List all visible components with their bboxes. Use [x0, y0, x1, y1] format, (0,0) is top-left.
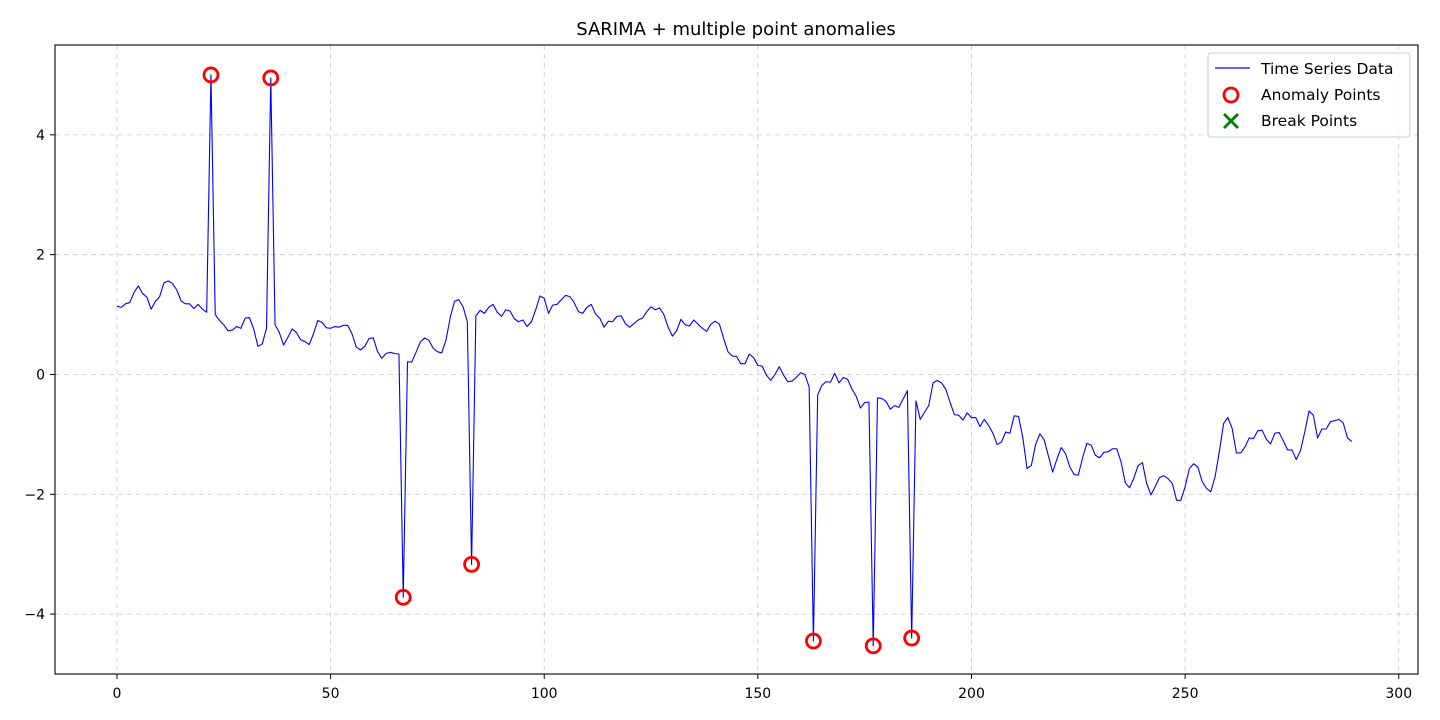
anomaly-points-layer: [202, 66, 921, 655]
anomaly-point: [903, 629, 921, 647]
x-tick-label: 300: [1385, 686, 1412, 702]
anomaly-point: [463, 555, 480, 573]
chart-title: SARIMA + multiple point anomalies: [576, 19, 896, 40]
series-layer: [116, 74, 1353, 647]
legend-frame: [1207, 52, 1411, 138]
plot-area-frame: [54, 44, 1419, 675]
x-tick-label: 0: [112, 686, 121, 702]
x-tick-label: 100: [531, 686, 558, 702]
legend-break-marker: [1223, 113, 1239, 129]
y-tick-label: −4: [24, 607, 45, 623]
anomaly-point: [262, 69, 280, 87]
legend-label-break-points: Break Points: [1261, 112, 1357, 130]
anomaly-point: [202, 66, 220, 84]
x-tick-label: 200: [958, 686, 985, 702]
y-tick-label: 0: [36, 367, 45, 383]
grid-layer: [55, 45, 1418, 674]
anomaly-point: [805, 632, 822, 650]
anomaly-point: [864, 637, 882, 655]
axis-ticks-layer: 0 50 100 150 200 250 300 −4 −2 0 2 4: [24, 128, 1412, 702]
x-tick-label: 150: [744, 686, 771, 702]
legend-label-time-series: Time Series Data: [1260, 60, 1393, 78]
legend-label-anomaly-points: Anomaly Points: [1261, 86, 1380, 104]
x-tick-label: 250: [1172, 686, 1199, 702]
legend-anomaly-marker: [1222, 86, 1240, 104]
y-tick-label: 4: [36, 128, 45, 144]
time-series-line: [116, 74, 1353, 647]
legend: Time Series Data Anomaly Points Break Po…: [1207, 52, 1411, 138]
y-tick-label: −2: [24, 487, 45, 503]
anomaly-point: [394, 588, 412, 606]
x-tick-label: 50: [322, 686, 340, 702]
y-tick-label: 2: [36, 248, 45, 264]
